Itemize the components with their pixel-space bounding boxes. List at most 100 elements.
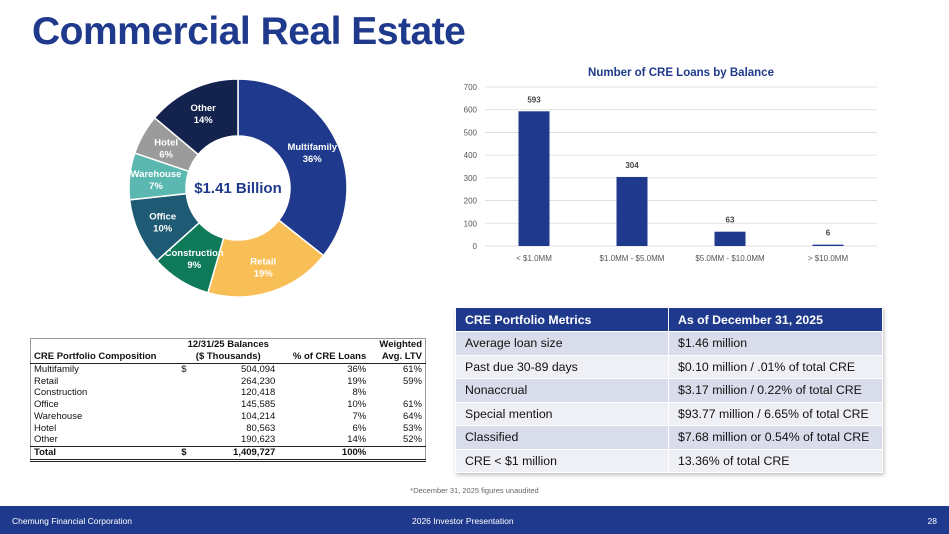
- bar-data-label: 593: [527, 95, 541, 104]
- metric-value: $3.17 million / 0.22% of total CRE: [668, 378, 883, 403]
- footer-presentation: 2026 Investor Presentation: [412, 516, 514, 526]
- metric-value: $1.46 million: [668, 331, 883, 356]
- chart-title: Number of CRE Loans by Balance: [588, 67, 774, 79]
- table-row: Retail 264,230 19% 59%: [31, 376, 426, 388]
- x-tick-label: > $10.0MM: [808, 254, 849, 263]
- balance-value: 190,623: [240, 434, 276, 446]
- donut-percent-label: 10%: [153, 224, 173, 235]
- metrics-header: CRE Portfolio Metrics: [455, 307, 669, 332]
- composition-name: Hotel: [34, 422, 57, 434]
- table-row: Office 145,585 10% 61%: [31, 399, 426, 411]
- donut-percent-label: 14%: [194, 115, 214, 126]
- donut-percent-label: 9%: [187, 260, 201, 271]
- metric-label: Nonaccrual: [455, 378, 669, 403]
- currency-symbol: [178, 376, 197, 388]
- y-tick-label: 300: [464, 174, 478, 183]
- bar: [812, 244, 844, 246]
- donut-slice-other: [153, 78, 239, 156]
- metrics-row: Nonaccrual $3.17 million / 0.22% of total…: [455, 378, 883, 403]
- ltv-value: [369, 445, 426, 462]
- metrics-row: Special mention $93.77 million / 6.65% of…: [455, 401, 883, 426]
- y-tick-label: 0: [473, 242, 478, 251]
- metric-label: Average loan size: [455, 331, 669, 356]
- donut-category-label: Warehouse: [131, 169, 182, 180]
- composition-header: CRE Portfolio Composition: [30, 351, 179, 364]
- ltv-value: 64%: [402, 410, 422, 422]
- metric-value: $93.77 million / 6.65% of total CRE: [668, 401, 883, 426]
- pct-value: 19%: [347, 375, 367, 387]
- currency-symbol: [178, 387, 197, 399]
- donut-category-label: Multifamily: [287, 142, 337, 153]
- footer-company: Chemung Financial Corporation: [12, 516, 133, 526]
- currency-symbol: [178, 423, 197, 435]
- currency-symbol: [178, 434, 197, 446]
- composition-name: Total: [30, 445, 179, 462]
- x-tick-label: < $1.0MM: [516, 254, 552, 263]
- metrics-row: Past due 30-89 days $0.10 million / .01% …: [455, 354, 883, 379]
- ltv-value: 59%: [402, 375, 422, 387]
- pct-value: 14%: [347, 434, 367, 446]
- balance-value: 504,094: [240, 364, 276, 375]
- metric-label: Special mention: [455, 401, 669, 426]
- y-tick-label: 700: [464, 83, 478, 92]
- metric-value: 13.36% of total CRE: [668, 448, 883, 473]
- ltv-value: 53%: [402, 422, 422, 434]
- donut-percent-label: 7%: [149, 181, 163, 192]
- bar: [616, 176, 648, 246]
- table-row: Hotel 80,563 6% 53%: [31, 423, 426, 435]
- metric-value: $0.10 million / .01% of total CRE: [668, 354, 883, 379]
- y-tick-label: 400: [464, 151, 478, 160]
- ltv-header: Avg. LTV: [369, 351, 426, 364]
- balances-header: 12/31/25 Balances: [178, 338, 279, 351]
- pct-value: 10%: [347, 399, 367, 411]
- composition-name: Multifamily: [34, 364, 79, 375]
- composition-name: Warehouse: [34, 410, 83, 422]
- bar-data-label: 6: [826, 229, 831, 238]
- metric-label: CRE < $1 million: [455, 448, 669, 473]
- x-tick-label: $1.0MM - $5.0MM: [600, 254, 665, 263]
- composition-name: Office: [34, 399, 59, 411]
- bar-data-label: 304: [625, 161, 639, 170]
- metric-label: Past due 30-89 days: [455, 354, 669, 379]
- donut-center-label: $1.41 Billion: [194, 180, 282, 197]
- composition-header-row: 12/31/25 Balances Weighted: [30, 338, 426, 351]
- pct-value: 6%: [352, 422, 367, 434]
- metrics-date-header: As of December 31, 2025: [668, 307, 883, 332]
- y-tick-label: 500: [464, 128, 478, 137]
- currency-symbol: [178, 411, 197, 423]
- table-row: Multifamily $504,094 36% 61%: [31, 364, 426, 376]
- metrics-header-row: CRE Portfolio Metrics As of December 31,…: [455, 307, 883, 332]
- total-row: Total $1,409,727 100%: [30, 445, 426, 462]
- donut-percent-label: 36%: [303, 154, 323, 165]
- footer-bar: Chemung Financial Corporation 2026 Inves…: [0, 506, 949, 534]
- donut-category-label: Retail: [250, 257, 276, 268]
- composition-header-row: CRE Portfolio Composition ($ Thousands) …: [30, 351, 426, 364]
- bar-data-label: 63: [726, 216, 735, 225]
- donut-slice-multifamily: [237, 78, 348, 257]
- donut-category-label: Construction: [165, 248, 224, 259]
- ltv-value: 52%: [402, 434, 422, 446]
- donut-category-label: Office: [149, 212, 176, 223]
- bar: [518, 111, 550, 246]
- cre-loans-bar-chart: Number of CRE Loans by Balance 0 100 200 300…: [464, 67, 877, 263]
- ltv-header: Weighted: [369, 338, 426, 351]
- table-row: Other 190,623 14% 52%: [31, 434, 426, 446]
- pct-header: % of CRE Loans: [278, 351, 370, 364]
- balance-value: 145,585: [240, 399, 276, 411]
- metric-value: $7.68 million or 0.54% of total CRE: [668, 425, 883, 450]
- page-number: 28: [927, 516, 937, 526]
- metrics-body: Average loan size $1.46 million Past due 3…: [455, 331, 883, 473]
- metric-label: Classified: [455, 425, 669, 450]
- balance-value: 104,214: [240, 410, 276, 422]
- y-tick-label: 200: [464, 197, 478, 206]
- composition-name: Retail: [34, 375, 59, 387]
- donut-percent-label: 19%: [254, 269, 274, 280]
- metrics-row: CRE < $1 million 13.36% of total CRE: [455, 448, 883, 473]
- currency-symbol: [178, 399, 197, 411]
- donut-category-label: Hotel: [154, 137, 178, 148]
- balance-value: 120,418: [240, 387, 276, 399]
- currency-symbol: $: [181, 364, 187, 375]
- pct-value: 36%: [347, 364, 367, 375]
- composition-name: Other: [34, 434, 58, 446]
